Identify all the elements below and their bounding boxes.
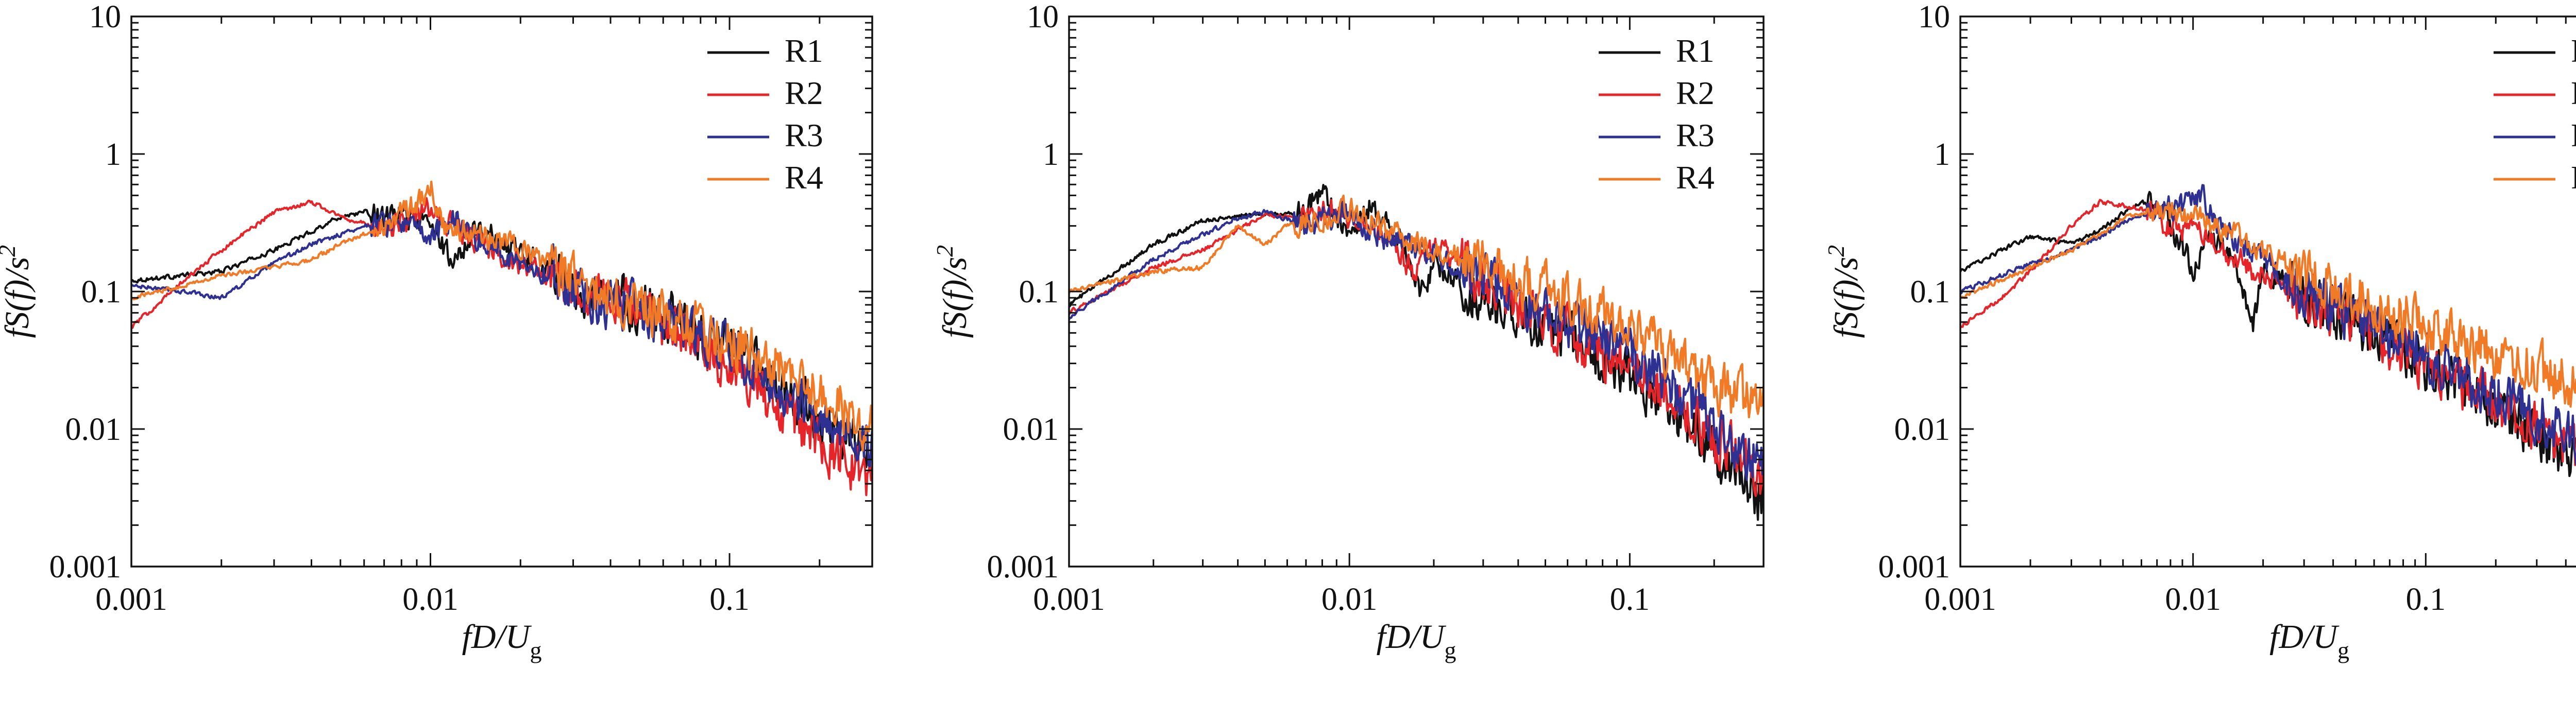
- legend-label-r4: R4: [785, 159, 823, 196]
- series-line-r4: [131, 180, 872, 452]
- legend: R1 R2 R3 R4: [1599, 32, 1715, 196]
- legend-label-r1: R1: [785, 32, 823, 69]
- legend-label-r2: R2: [1676, 75, 1715, 111]
- legend-label-r1: R1: [2571, 32, 2576, 69]
- y-tick-label: 10: [89, 0, 121, 35]
- series-line-r4: [1960, 201, 2576, 408]
- series-line-r2: [131, 197, 872, 496]
- y-tick-label: 0.001: [1878, 550, 1951, 585]
- legend: R1 R2 R3 R4: [2494, 32, 2576, 196]
- y-tick-label: 0.1: [1019, 275, 1059, 310]
- x-tick-label: 0.1: [2406, 582, 2446, 617]
- plot-frame: [130, 15, 873, 568]
- y-tick-label: 0.01: [1894, 412, 1951, 447]
- chart-panel-2: 0.001 0.01 0.1 0.001 0.01 0.1 1 10 fD/Ug fS(f)/s2…: [931, 0, 1765, 663]
- x-tick-label: 0.001: [1033, 582, 1105, 617]
- y-tick-label: 0.1: [1910, 275, 1951, 310]
- series-line-r3: [131, 210, 872, 468]
- y-tick-label: 10: [1918, 0, 1950, 35]
- y-tick-label: 10: [1027, 0, 1059, 35]
- legend-label-r4: R4: [2571, 159, 2576, 196]
- y-tick-label: 0.01: [1003, 412, 1059, 447]
- series-line-r3: [1069, 200, 1764, 481]
- y-tick-label: 1: [1934, 137, 1950, 172]
- x-tick-label: 0.01: [402, 582, 459, 617]
- y-tick-label: 0.1: [81, 275, 122, 310]
- series-group: [1069, 184, 1764, 521]
- legend-label-r4: R4: [1676, 159, 1715, 196]
- plot-frame: [1959, 15, 2576, 568]
- x-tick-label: 0.001: [95, 582, 167, 617]
- legend-label-r2: R2: [785, 75, 823, 111]
- chart-panel-3: 0.0010.010.110.0010.010.1110fD/UgfS(f)/s…: [1823, 0, 2576, 663]
- series-group: [1960, 184, 2576, 477]
- series-line-r1: [1960, 191, 2576, 477]
- plot-frame: [1068, 15, 1765, 568]
- legend: R1 R2 R3 R4: [707, 32, 823, 196]
- legend-label-r3: R3: [2571, 117, 2576, 153]
- y-axis-title: fS(f)/s2: [931, 245, 974, 338]
- y-axis-title: fS(f)/s2: [0, 245, 36, 338]
- x-tick-label: 0.1: [1610, 582, 1650, 617]
- y-tick-label: 0.001: [49, 550, 122, 585]
- x-axis-title: fD/Ug: [462, 618, 542, 663]
- y-tick-label: 1: [105, 137, 121, 172]
- x-tick-label: 0.1: [709, 582, 750, 617]
- y-tick-label: 1: [1043, 137, 1059, 172]
- series-line-r4: [1069, 194, 1764, 419]
- legend-label-r1: R1: [1676, 32, 1715, 69]
- y-tick-label: 0.001: [987, 550, 1059, 585]
- series-line-r3: [1960, 184, 2576, 466]
- legend-label-r2: R2: [2571, 75, 2576, 111]
- legend-label-r3: R3: [1676, 117, 1715, 153]
- y-axis-title: fS(f)/s2: [1823, 245, 1865, 338]
- series-group: [131, 180, 872, 496]
- x-tick-label: 0.001: [1924, 582, 1996, 617]
- x-axis-title: fD/Ug: [2269, 618, 2349, 663]
- x-tick-label: 0.01: [2165, 582, 2221, 617]
- x-tick-label: 0.01: [1321, 582, 1378, 617]
- x-axis-title: fD/Ug: [1377, 618, 1456, 663]
- y-tick-label: 0.01: [65, 412, 122, 447]
- legend-label-r3: R3: [785, 117, 823, 153]
- chart-panel-1: 0.001 0.01 0.1 0.001 0.01 0.1 1 10 fD/Ug fS(f)/s2…: [0, 0, 873, 663]
